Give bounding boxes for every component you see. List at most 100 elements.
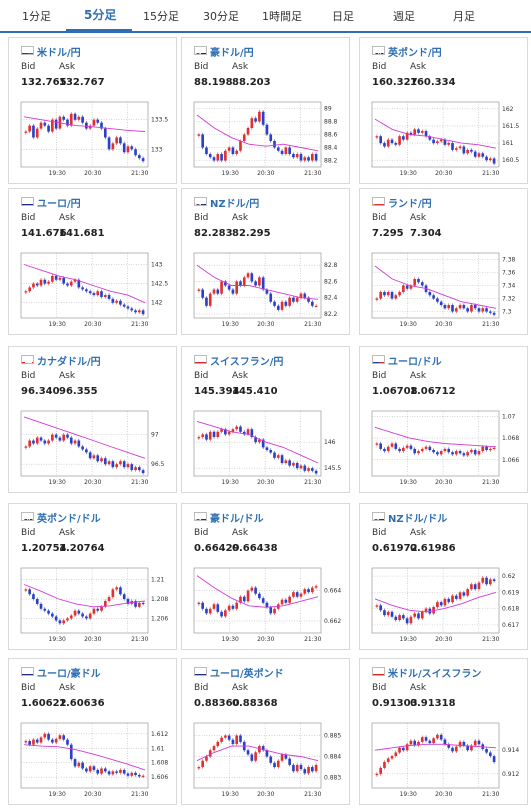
currency-card[interactable]: 米ドル/スイスフラン Bid Ask 0.91303 0.91318 0.914 0.912… [359,658,528,805]
candle-body [138,310,141,313]
tab-30min[interactable]: 30分足 [203,10,239,23]
pair-name[interactable]: NZドル/ドル [388,514,448,525]
x-tick-label: 21:30 [131,636,148,643]
currency-card[interactable]: 豪ドル/ドル Bid Ask 0.66429 0.66438 0.664 0.662 19:3… [181,503,350,650]
pair-name[interactable]: ユーロ/英ポンド [210,669,284,680]
x-tick-label: 20:30 [84,791,101,798]
currency-card[interactable]: ユーロ/英ポンド Bid Ask 0.88360 0.88368 0.885 0.884 0.… [181,658,350,805]
pair-name[interactable]: 米ドル/スイスフラン [388,669,482,680]
chart-svg: 0.914 0.912 19:30 20:30 21:30 [371,722,519,798]
tab-weekly[interactable]: 週足 [393,10,415,23]
candlestick-chart[interactable]: 133.5 133 19:30 20:30 21:30 [9,96,178,185]
candle-body [69,437,73,444]
candle-body [77,279,81,288]
candle-body [32,283,35,288]
candle-body [77,610,81,614]
currency-card[interactable]: NZドル/ドル Bid Ask 0.61972 0.61986 0.62 0.619 0.61… [359,503,528,650]
pair-name[interactable]: ユーロ/豪ドル [37,669,101,680]
candlestick-chart[interactable]: 97 96.5 19:30 20:30 21:30 [9,405,178,494]
bid-label: Bid [21,62,36,72]
candle-body [122,769,126,774]
candle-body [231,605,235,609]
candle-body [96,455,100,462]
candle-body [466,745,469,751]
ask-label: Ask [59,683,76,693]
x-tick-label: 19:30 [49,170,66,177]
tab-15min[interactable]: 15分足 [143,10,179,23]
currency-card[interactable]: 英ポンド/ドル Bid Ask 1.20754 1.20764 1.21 1.208 1.20… [8,503,177,650]
candle-body [439,301,443,305]
pair-name[interactable]: 英ポンド/円 [388,48,442,59]
pair-name[interactable]: スイスフラン/円 [210,357,284,368]
candle-body [489,311,492,313]
tab-monthly[interactable]: 月足 [453,10,475,23]
candlestick-chart[interactable]: 1.612 1.61 1.608 1.606 19:30 20:30 21:30 [9,717,178,806]
candle-body [201,289,204,298]
tab-1hour[interactable]: 1時間足 [262,10,302,23]
candlestick-chart[interactable]: 0.664 0.662 19:30 20:30 21:30 [182,562,351,651]
candle-body [62,434,66,441]
candle-body [92,766,96,770]
y-tick-label: 97 [151,432,159,439]
candlestick-chart[interactable]: 82.8 82.6 82.4 82.2 19:30 20:30 21:30 [182,247,351,336]
candle-body [231,429,235,432]
candle-body [303,293,307,298]
tab-5min[interactable]: 5分足 [84,8,117,22]
y-tick-label: 133 [151,146,163,153]
candlestick-chart[interactable]: 0.62 0.619 0.618 0.617 19:30 20:30 21:30 [360,562,529,651]
tab-1min[interactable]: 1分足 [22,10,51,23]
candlestick-chart[interactable]: 0.885 0.884 0.883 19:30 20:30 21:30 [182,717,351,806]
currency-card[interactable]: ユーロ/円 Bid Ask 141.676 141.681 143 142.5 142 19:3… [8,188,177,335]
candle-body [386,611,390,616]
pair-name[interactable]: 豪ドル/ドル [210,514,264,525]
pair-name[interactable]: ユーロ/円 [37,199,81,210]
y-tick-label: 161.5 [502,123,519,130]
candle-body [492,756,496,762]
candle-body [454,595,458,599]
candle-body [197,602,201,605]
candlestick-chart[interactable]: 146 145.5 19:30 20:30 21:30 [182,405,351,494]
pair-name[interactable]: ユーロ/ドル [388,357,442,368]
y-tick-label: 143 [151,261,163,268]
pair-name[interactable]: NZドル/円 [210,199,260,210]
pair-name[interactable]: ランド/円 [388,199,432,210]
currency-card[interactable]: ランド/円 Bid Ask 7.295 7.304 7.38 7.36 7.34 7.32 7.3… [359,188,528,335]
candle-body [273,452,276,458]
candle-body [115,587,118,590]
candlestick-chart[interactable]: 89 88.8 88.6 88.4 88.2 19:30 20:30 21:30 [182,96,351,185]
currency-card[interactable]: 米ドル/円 Bid Ask 132.765 132.767 133.5 133 19:30 20… [8,37,177,184]
currency-card[interactable]: 英ポンド/円 Bid Ask 160.327 160.334 162 161.5 161 160… [359,37,528,184]
candle-body [69,281,73,286]
currency-card[interactable]: NZドル/円 Bid Ask 82.283 82.295 82.8 82.6 82.4 82.2… [181,188,350,335]
chart-svg: 0.62 0.619 0.618 0.617 19:30 20:30 21:30 [371,567,519,643]
candle-body [141,158,145,162]
candlestick-chart[interactable]: 7.38 7.36 7.34 7.32 7.3 19:30 20:30 21:30 [360,247,529,336]
candle-body [307,157,310,161]
candlestick-chart[interactable]: 0.914 0.912 19:30 20:30 21:30 [360,717,529,806]
candle-body [130,772,134,776]
pair-name[interactable]: カナダドル/円 [37,357,101,368]
currency-card[interactable]: 豪ドル/円 Bid Ask 88.198 88.203 89 88.8 88.6 88.4 88.… [181,37,350,184]
candle-body [470,745,473,751]
candlestick-chart[interactable]: 1.07 1.068 1.066 19:30 20:30 21:30 [360,405,529,494]
pair-name[interactable]: 豪ドル/円 [210,48,254,59]
candle-body [212,431,216,437]
pair-name[interactable]: 英ポンド/ドル [37,514,101,525]
candlestick-chart[interactable]: 1.21 1.208 1.206 19:30 20:30 21:30 [9,562,178,651]
candle-body [212,604,216,609]
tab-daily[interactable]: 日足 [332,10,354,23]
currency-card[interactable]: スイスフラン/円 Bid Ask 145.394 145.410 146 145.5 19:3… [181,346,350,493]
currency-card[interactable]: カナダドル/円 Bid Ask 96.340 96.355 97 96.5 19:30 20:3… [8,346,177,493]
moving-average-line [196,420,319,464]
chart-svg: 89 88.8 88.6 88.4 88.2 19:30 20:30 21:30 [193,101,338,177]
currency-card[interactable]: ユーロ/ドル Bid Ask 1.06708 1.06712 1.07 1.068 1.066… [359,346,528,493]
pair-name[interactable]: 米ドル/円 [37,48,81,59]
candlestick-chart[interactable]: 143 142.5 142 19:30 20:30 21:30 [9,247,178,336]
candle-body [307,589,310,593]
flag-icon [372,355,385,364]
candlestick-chart[interactable]: 162 161.5 161 160.5 19:30 20:30 21:30 [360,96,529,185]
x-tick-label: 19:30 [49,636,66,643]
currency-card[interactable]: ユーロ/豪ドル Bid Ask 1.60622 1.60636 1.612 1.61 1.60… [8,658,177,805]
bid-label: Bid [194,371,209,381]
ask-value: 0.66438 [232,543,278,554]
